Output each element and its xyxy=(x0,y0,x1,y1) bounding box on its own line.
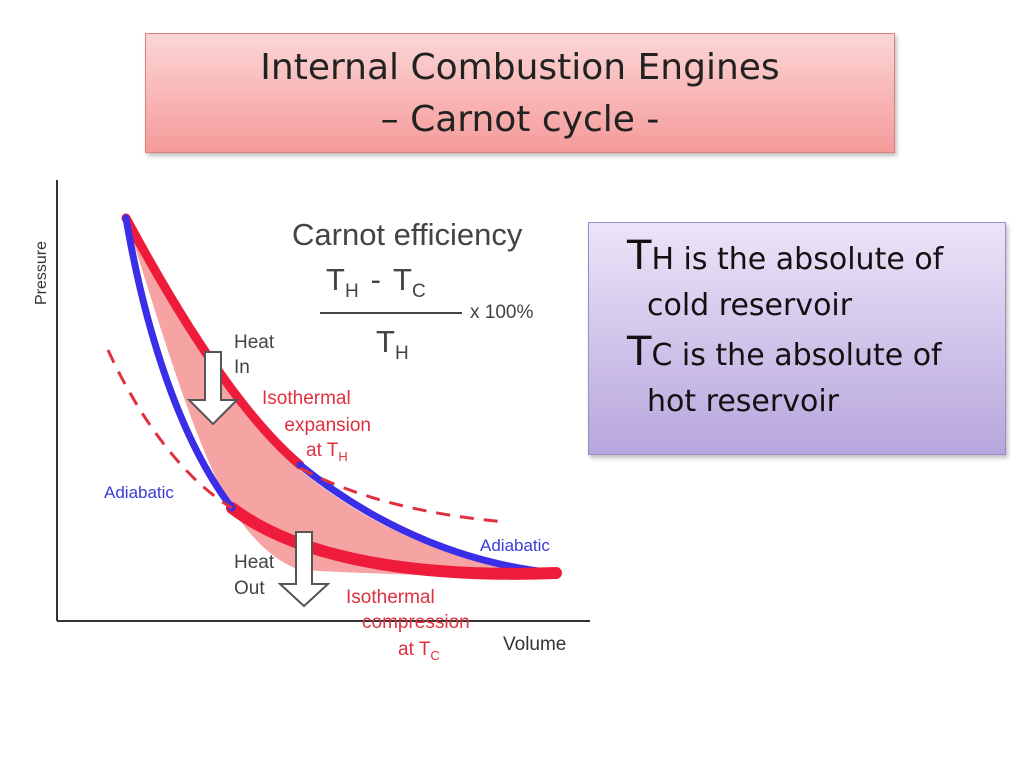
title-line-1: Internal Combustion Engines xyxy=(260,47,780,88)
title-line-2: – Carnot cycle - xyxy=(380,99,660,140)
temperature-definitions-box: TH is the absolute of cold reservoir TC … xyxy=(588,222,1006,455)
heat-in-label: Heat In xyxy=(234,332,279,378)
adiabatic-left-label: Adiabatic xyxy=(104,483,174,502)
isotherm-compression-curve xyxy=(226,502,562,580)
efficiency-title: Carnot efficiency xyxy=(292,217,523,252)
th-definition: TH is the absolute of xyxy=(627,233,944,279)
tc-definition: TC is the absolute of xyxy=(627,329,942,375)
y-axis-label: Pressure xyxy=(33,241,50,305)
adiabat-left-curve xyxy=(122,214,236,512)
th-definition-cont: cold reservoir xyxy=(647,288,853,323)
cycle-area xyxy=(126,218,556,576)
isothermal-expansion-label: Isothermal expansion xyxy=(262,388,371,436)
tc-definition-cont: hot reservoir xyxy=(647,384,839,419)
heat-out-arrow-icon xyxy=(277,531,331,608)
isothermal-compression-label: Isothermal compression xyxy=(346,587,470,633)
adiabatic-right-label: Adiabatic xyxy=(480,536,550,555)
dashed-isotherm-upper xyxy=(299,466,506,524)
heat-in-arrow-icon xyxy=(186,351,240,426)
formula-denominator: TH xyxy=(376,324,409,364)
isothermal-compression-temp: at TC xyxy=(398,639,440,663)
heat-out-label: Heat Out xyxy=(234,552,279,599)
formula-multiplier: x 100% xyxy=(470,302,533,323)
formula-numerator: TH - TC xyxy=(326,262,426,302)
x-axis-label: Volume xyxy=(503,634,566,655)
slide-title: Internal Combustion Engines – Carnot cyc… xyxy=(145,33,895,153)
carnot-pv-diagram: Pressure Volume Carnot efficiency TH - TC … xyxy=(33,180,590,663)
isothermal-expansion-temp: at TH xyxy=(306,440,348,464)
dashed-isotherm-lower xyxy=(106,349,233,510)
